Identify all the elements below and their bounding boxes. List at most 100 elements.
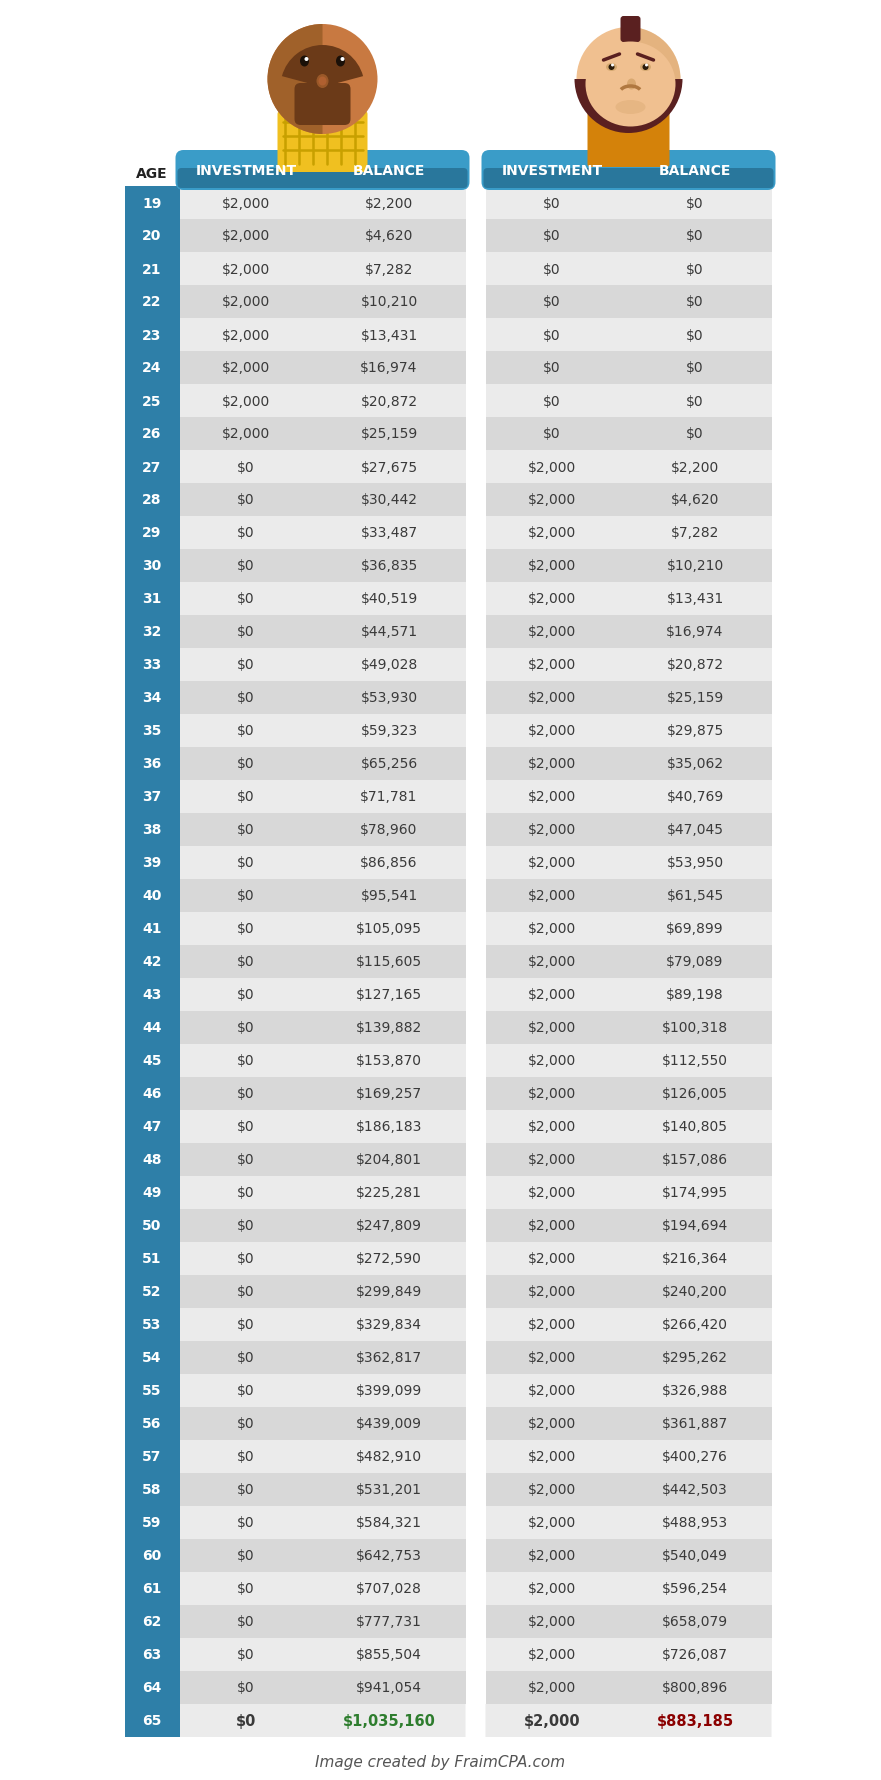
- Bar: [124, 682, 180, 714]
- Text: $157,086: $157,086: [662, 1153, 728, 1168]
- Text: $941,054: $941,054: [356, 1680, 422, 1695]
- Bar: [180, 1408, 465, 1440]
- Text: $0: $0: [237, 1219, 255, 1234]
- Text: $0: $0: [237, 856, 255, 870]
- Text: $2,000: $2,000: [528, 1582, 576, 1595]
- Text: $127,165: $127,165: [356, 988, 422, 1002]
- Text: $61,545: $61,545: [666, 888, 723, 902]
- Text: $204,801: $204,801: [356, 1153, 422, 1168]
- Bar: [485, 516, 772, 550]
- Text: $0: $0: [686, 262, 704, 276]
- Text: $0: $0: [237, 1680, 255, 1695]
- Text: $29,875: $29,875: [666, 724, 723, 739]
- Bar: [124, 418, 180, 450]
- Text: 30: 30: [143, 559, 161, 573]
- Text: 28: 28: [142, 493, 162, 507]
- Text: $488,953: $488,953: [662, 1515, 728, 1529]
- Text: 39: 39: [143, 856, 161, 870]
- Text: $53,930: $53,930: [360, 691, 418, 705]
- Bar: [180, 913, 465, 945]
- Text: $2,000: $2,000: [528, 856, 576, 870]
- Text: $295,262: $295,262: [662, 1351, 728, 1365]
- Bar: [180, 582, 465, 616]
- Bar: [124, 945, 180, 979]
- Text: $0: $0: [686, 328, 704, 342]
- Text: $0: $0: [237, 724, 255, 739]
- Text: $2,000: $2,000: [528, 1120, 576, 1134]
- Bar: [180, 1374, 465, 1408]
- Text: $0: $0: [237, 1054, 255, 1068]
- Text: $89,198: $89,198: [666, 988, 724, 1002]
- Bar: [124, 221, 180, 253]
- Wedge shape: [268, 25, 322, 135]
- Text: $2,000: $2,000: [528, 1088, 576, 1100]
- Text: $2,000: $2,000: [528, 1317, 576, 1331]
- Text: 37: 37: [143, 790, 161, 805]
- Text: $584,321: $584,321: [356, 1515, 422, 1529]
- Bar: [124, 1572, 180, 1606]
- Text: $2,000: $2,000: [222, 328, 270, 342]
- Ellipse shape: [616, 101, 646, 116]
- Text: 40: 40: [143, 888, 162, 902]
- Bar: [180, 319, 465, 352]
- Bar: [180, 352, 465, 384]
- Text: $399,099: $399,099: [356, 1383, 422, 1397]
- Bar: [485, 1671, 772, 1703]
- Text: $105,095: $105,095: [356, 922, 422, 936]
- Bar: [485, 1374, 772, 1408]
- Text: $174,995: $174,995: [662, 1185, 728, 1200]
- Bar: [180, 1177, 465, 1209]
- Text: 46: 46: [143, 1088, 162, 1100]
- Text: $0: $0: [237, 1417, 255, 1431]
- Text: 38: 38: [143, 822, 162, 837]
- Text: $266,420: $266,420: [662, 1317, 728, 1331]
- Bar: [485, 913, 772, 945]
- Text: $186,183: $186,183: [356, 1120, 422, 1134]
- Bar: [180, 1111, 465, 1143]
- FancyBboxPatch shape: [278, 112, 367, 173]
- Text: $20,872: $20,872: [666, 659, 723, 673]
- Text: $0: $0: [237, 1185, 255, 1200]
- Bar: [485, 781, 772, 813]
- Text: $0: $0: [544, 295, 561, 310]
- Text: $78,960: $78,960: [360, 822, 418, 837]
- Bar: [124, 1242, 180, 1274]
- Text: $44,571: $44,571: [360, 625, 418, 639]
- Bar: [485, 1274, 772, 1308]
- Text: 25: 25: [142, 395, 162, 408]
- Text: 41: 41: [142, 922, 162, 936]
- Bar: [485, 384, 772, 418]
- Bar: [180, 648, 465, 682]
- Bar: [124, 1474, 180, 1506]
- Text: $0: $0: [544, 262, 561, 276]
- Text: $0: $0: [237, 1351, 255, 1365]
- Bar: [124, 1045, 180, 1077]
- Bar: [180, 418, 465, 450]
- Text: $777,731: $777,731: [356, 1614, 422, 1629]
- Text: $642,753: $642,753: [356, 1549, 422, 1563]
- Text: 59: 59: [143, 1515, 162, 1529]
- Bar: [124, 187, 180, 221]
- Bar: [485, 1011, 772, 1045]
- Text: 47: 47: [143, 1120, 162, 1134]
- Bar: [124, 616, 180, 648]
- Text: $169,257: $169,257: [356, 1088, 422, 1100]
- Bar: [180, 1045, 465, 1077]
- Text: 19: 19: [143, 196, 162, 210]
- Text: $2,000: $2,000: [528, 1054, 576, 1068]
- Text: 29: 29: [143, 527, 162, 539]
- Circle shape: [576, 28, 680, 132]
- Text: $540,049: $540,049: [662, 1549, 728, 1563]
- Bar: [180, 516, 465, 550]
- FancyBboxPatch shape: [484, 169, 774, 189]
- Bar: [485, 813, 772, 847]
- Text: $2,000: $2,000: [528, 1417, 576, 1431]
- Text: $2,000: $2,000: [222, 295, 270, 310]
- Text: $0: $0: [237, 790, 255, 805]
- Bar: [124, 913, 180, 945]
- Bar: [485, 1408, 772, 1440]
- Text: $800,896: $800,896: [662, 1680, 728, 1695]
- Bar: [124, 1703, 180, 1737]
- Bar: [180, 1572, 465, 1606]
- Bar: [180, 1474, 465, 1506]
